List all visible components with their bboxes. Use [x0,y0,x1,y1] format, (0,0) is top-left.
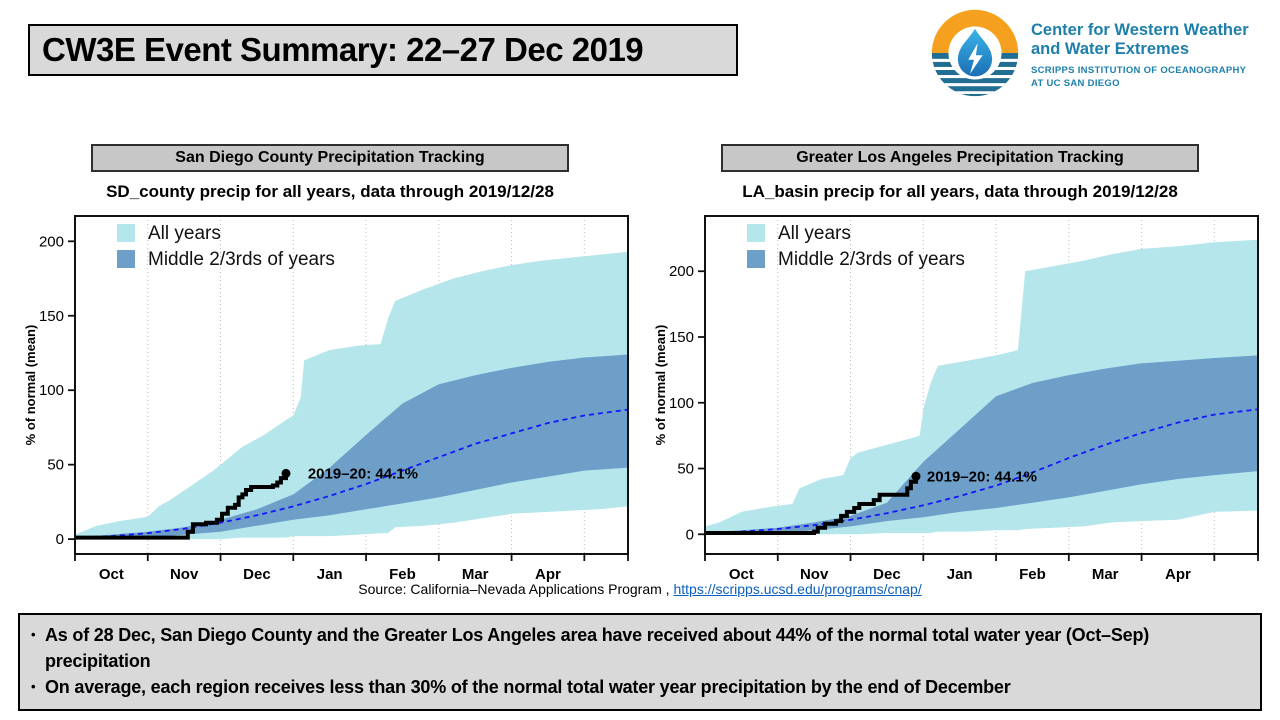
y-tick-label: 50 [677,461,694,478]
summary-bullet-1: As of 28 Dec, San Diego County and the G… [30,622,1220,674]
mean-line [74,408,629,539]
x-tick-label: Apr [1165,566,1191,583]
source-line: Source: California–Nevada Applications P… [0,581,1280,597]
cw3e-logo: Center for Western Weather and Water Ext… [930,8,1249,98]
legend-swatch [747,250,765,268]
y-tick-label: 0 [686,526,694,543]
chart-title-san-diego: SD_county precip for all years, data thr… [106,182,554,201]
logo-sub-line2: AT UC SAN DIEGO [1031,77,1120,89]
summary-bullet-2: On average, each region receives less th… [30,674,1220,700]
x-tick-label: Jan [317,566,343,583]
observed-line [75,473,288,540]
y-tick-label: 200 [669,263,694,280]
cw3e-logo-text: Center for Western Weather and Water Ext… [1031,8,1249,91]
legend-label: Middle 2/3rds of years [148,249,335,270]
slide-title: CW3E Event Summary: 22–27 Dec 2019 [42,31,644,68]
legend-label: Middle 2/3rds of years [778,249,965,270]
y-tick-label: 150 [39,308,64,325]
precip-chart-los-angeles: Oct Nov Dec Jan Feb Mar Apr 0 50 100 150 200 % of no… [653,215,1259,583]
legend-label: All years [148,223,221,244]
x-tick-label: Dec [243,566,271,583]
y-tick-label: 0 [56,531,64,548]
legend-label: All years [778,223,851,244]
precip-chart-san-diego: Oct Nov Dec Jan Feb Mar Apr 0 50 100 150 200 % of no… [23,215,629,583]
slide-title-box: CW3E Event Summary: 22–27 Dec 2019 [28,24,738,76]
x-tick-label: Mar [462,566,489,583]
logo-org-line1: Center for Western Weather [1031,21,1249,39]
legend-swatch [117,250,135,268]
x-tick-label: Feb [1019,566,1046,583]
x-tick-label: Nov [800,566,829,583]
x-tick-label: Oct [99,566,124,583]
legend-swatch [747,224,765,242]
legend-swatch [117,224,135,242]
chart-header-los-angeles: Greater Los Angeles Precipitation Tracki… [721,144,1199,172]
observed-line [705,476,918,535]
band-middle-two-thirds [75,354,628,540]
x-tick-label: Mar [1092,566,1119,583]
chart-column-los-angeles: Greater Los Angeles Precipitation Tracki… [650,144,1270,587]
logo-lightning-bolt-icon [968,43,983,74]
y-axis-label: % of normal (mean) [653,325,668,446]
mean-line [704,408,1259,534]
source-text: Source: California–Nevada Applications P… [358,581,674,597]
cw3e-logo-mark [931,9,1019,97]
plot-frame [704,215,1259,555]
summary-notes-box: As of 28 Dec, San Diego County and the G… [18,613,1262,712]
x-tick-label: Oct [729,566,754,583]
chart-column-san-diego: San Diego County Precipitation Tracking … [20,144,640,587]
x-tick-label: Jan [947,566,973,583]
observed-end-dot [281,468,291,478]
observed-end-dot [911,471,921,481]
y-tick-label: 150 [669,329,694,346]
annotation-observed-season: 2019–20: 44.1% [308,466,418,483]
x-tick-label: Feb [389,566,416,583]
plot-frame [74,215,629,555]
y-tick-label: 50 [47,457,64,474]
y-tick-label: 100 [669,395,694,412]
x-tick-label: Apr [535,566,561,583]
chart-title-los-angeles: LA_basin precip for all years, data thro… [742,182,1178,201]
chart-header-san-diego: San Diego County Precipitation Tracking [91,144,569,172]
annotation-observed-season: 2019–20: 44.1% [927,468,1037,485]
band-middle-two-thirds [705,355,1258,535]
logo-sub-line1: SCRIPPS INSTITUTION OF OCEANOGRAPHY [1031,64,1247,76]
y-tick-label: 100 [39,382,64,399]
x-tick-label: Dec [873,566,901,583]
source-link[interactable]: https://scripps.ucsd.edu/programs/cnap/ [673,581,922,597]
y-axis-label: % of normal (mean) [23,325,38,446]
logo-org-line2: and Water Extremes [1031,40,1190,59]
y-tick-label: 200 [39,233,64,250]
x-tick-label: Nov [170,566,199,583]
